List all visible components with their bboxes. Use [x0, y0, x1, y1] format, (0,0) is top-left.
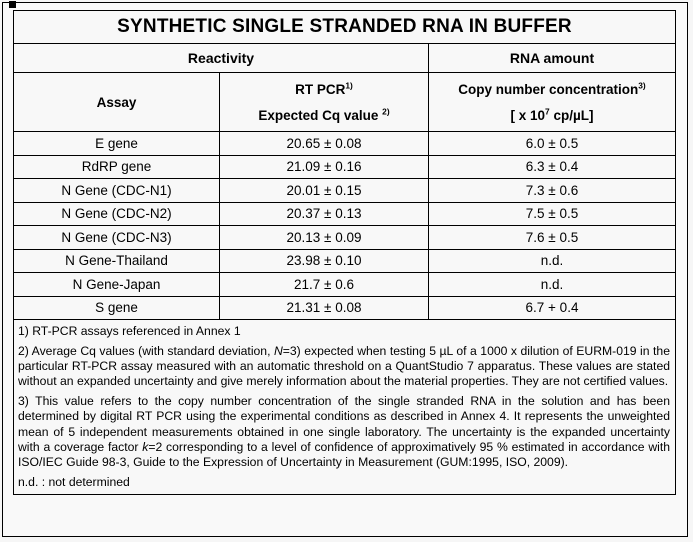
- col-header-copy-number: Copy number concentration3) [ x 107 cp/µ…: [428, 72, 676, 132]
- cq-value: 20.13 ± 0.09: [219, 225, 429, 250]
- title-row: SYNTHETIC SINGLE STRANDED RNA IN BUFFER: [13, 10, 676, 44]
- cq-value: 20.65 ± 0.08: [219, 131, 429, 156]
- group-header-reactivity: Reactivity: [13, 43, 429, 73]
- column-header-row: Assay RT PCR1) Expected Cq value 2) Copy…: [13, 72, 676, 132]
- assay-name: N Gene-Thailand: [13, 248, 220, 273]
- copy-number-value: 7.5 ± 0.5: [428, 201, 676, 226]
- group-header-row: Reactivity RNA amount: [13, 43, 676, 73]
- assay-name: N Gene (CDC-N1): [13, 178, 220, 203]
- table-row: N Gene-Thailand 23.98 ± 0.10 n.d.: [13, 248, 676, 273]
- cq-value: 20.37 ± 0.13: [219, 201, 429, 226]
- assay-name: N Gene (CDC-N2): [13, 201, 220, 226]
- group-header-rna-amount: RNA amount: [428, 43, 676, 73]
- nd-definition: n.d. : not determined: [18, 475, 130, 490]
- assay-name: E gene: [13, 131, 220, 156]
- table-row: RdRP gene 21.09 ± 0.16 6.3 ± 0.4: [13, 154, 676, 179]
- copy-number-value: 6.0 ± 0.5: [428, 131, 676, 156]
- table-row: N Gene (CDC-N1) 20.01 ± 0.15 7.3 ± 0.6: [13, 178, 676, 203]
- footnote-ref-2: 2): [382, 106, 390, 116]
- assay-name: RdRP gene: [13, 154, 220, 179]
- copy-number-value: 6.3 ± 0.4: [428, 154, 676, 179]
- table-row: N Gene-Japan 21.7 ± 0.6 n.d.: [13, 272, 676, 297]
- table-row: N Gene (CDC-N3) 20.13 ± 0.09 7.6 ± 0.5: [13, 225, 676, 250]
- footnotes-cell: 1) RT-PCR assays referenced in Annex 1 2…: [13, 318, 676, 496]
- cq-value: 21.09 ± 0.16: [219, 154, 429, 179]
- cq-header-line: Expected Cq value 2): [258, 106, 390, 123]
- footnote-3: 3) This value refers to the copy number …: [18, 394, 670, 470]
- footnote-ref-1: 1): [345, 80, 353, 90]
- copy-number-value: 6.7 + 0.4: [428, 295, 676, 320]
- corner-handle-mark: [9, 1, 16, 8]
- italic-k: k: [142, 440, 149, 455]
- footnote-1: 1) RT-PCR assays referenced in Annex 1: [18, 324, 241, 338]
- col-header-assay: Assay: [13, 72, 220, 132]
- cq-value: 21.31 ± 0.08: [219, 295, 429, 320]
- document-title: SYNTHETIC SINGLE STRANDED RNA IN BUFFER: [13, 10, 676, 44]
- assay-name: N Gene-Japan: [13, 272, 220, 297]
- rtpcr-header-line: RT PCR1): [295, 80, 353, 97]
- table-row: N Gene (CDC-N2) 20.37 ± 0.13 7.5 ± 0.5: [13, 201, 676, 226]
- cq-value: 23.98 ± 0.10: [219, 248, 429, 273]
- rna-buffer-table: SYNTHETIC SINGLE STRANDED RNA IN BUFFER …: [13, 10, 676, 496]
- assay-name: N Gene (CDC-N3): [13, 225, 220, 250]
- col-header-rtpcr: RT PCR1) Expected Cq value 2): [219, 72, 429, 132]
- assay-name: S gene: [13, 295, 220, 320]
- copy-number-header-line: Copy number concentration3): [458, 80, 646, 97]
- cq-value: 21.7 ± 0.6: [219, 272, 429, 297]
- footnote-2: 2) Average Cq values (with standard devi…: [18, 343, 670, 389]
- footnotes-row: 1) RT-PCR assays referenced in Annex 1 2…: [13, 318, 676, 496]
- italic-N: N: [273, 343, 283, 358]
- cq-value: 20.01 ± 0.15: [219, 178, 429, 203]
- copy-number-value: n.d.: [428, 248, 676, 273]
- copy-number-value: 7.3 ± 0.6: [428, 178, 676, 203]
- table-row: S gene 21.31 ± 0.08 6.7 + 0.4: [13, 295, 676, 320]
- unit-exponent: 7: [545, 106, 550, 116]
- copy-number-value: 7.6 ± 0.5: [428, 225, 676, 250]
- unit-header-line: [ x 107 cp/µL]: [510, 106, 594, 123]
- copy-number-value: n.d.: [428, 272, 676, 297]
- footnote-ref-3: 3): [638, 80, 646, 90]
- table-row: E gene 20.65 ± 0.08 6.0 ± 0.5: [13, 131, 676, 156]
